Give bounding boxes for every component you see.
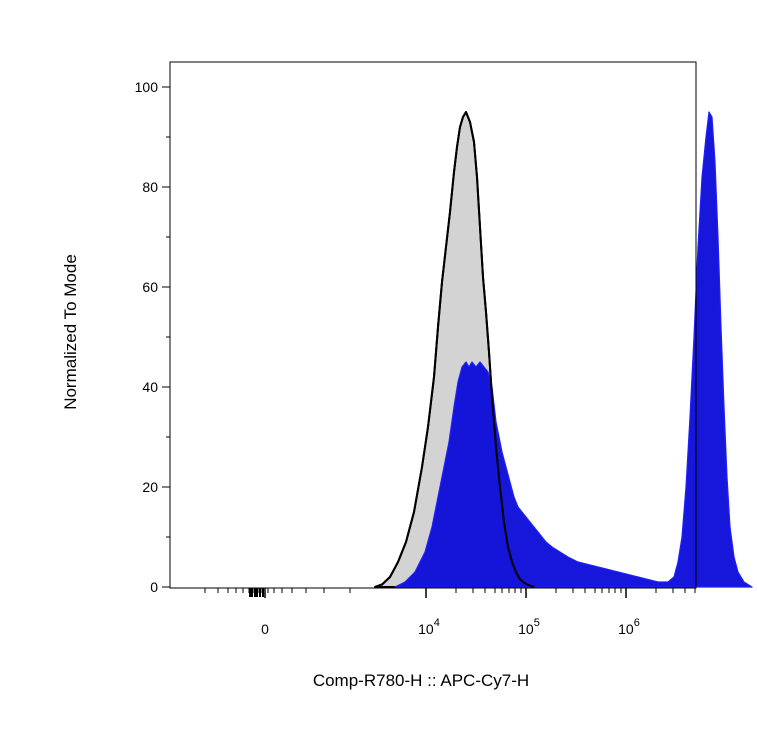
x-axis-title: Comp-R780-H :: APC-Cy7-H — [313, 671, 529, 690]
x-axis: 0 104 105 106 — [204, 588, 696, 637]
y-tick-label-0: 0 — [150, 579, 158, 595]
histogram-series-group — [374, 111, 753, 588]
y-tick-label-80: 80 — [142, 179, 158, 195]
y-axis: 0 20 40 60 80 100 — [135, 79, 170, 595]
x-tick-label-2: 105 — [518, 617, 540, 637]
histogram-series-2 — [394, 111, 753, 588]
histogram-series-1-outline — [374, 111, 535, 588]
y-tick-label-100: 100 — [135, 79, 159, 95]
x-tick-label-0: 0 — [261, 621, 269, 637]
plot-frame — [169, 61, 697, 589]
y-axis-title: Normalized To Mode — [61, 254, 80, 410]
y-tick-label-60: 60 — [142, 279, 158, 295]
y-tick-label-40: 40 — [142, 379, 158, 395]
x-tick-label-3: 106 — [618, 617, 640, 637]
y-tick-label-20: 20 — [142, 479, 158, 495]
x-tick-label-1: 104 — [418, 617, 440, 637]
